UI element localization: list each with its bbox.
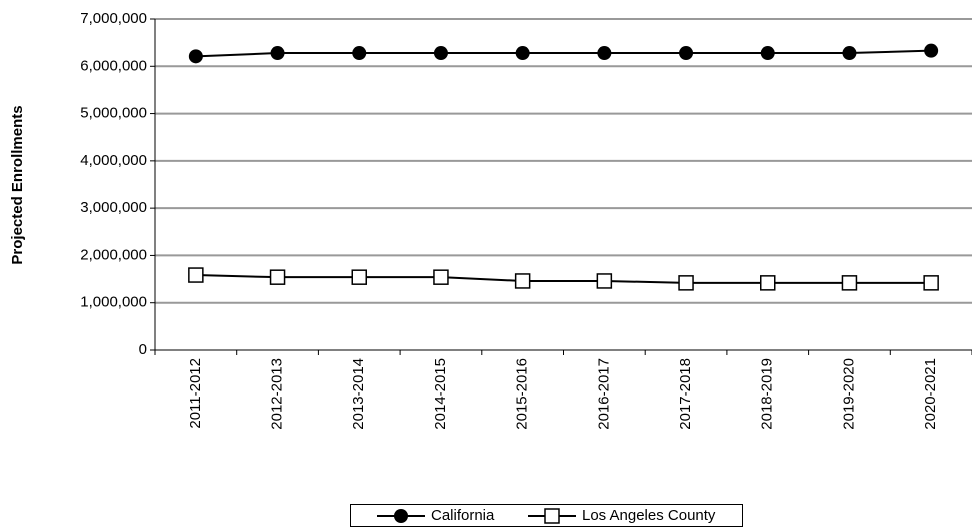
data-point [188,267,204,283]
x-tick-label: 2013-2014 [350,358,367,430]
x-tick-label: 2019-2020 [840,358,857,430]
y-tick-label: 1,000,000 [80,294,147,311]
data-point [596,273,613,289]
y-tick-label: 2,000,000 [80,246,147,263]
data-point [269,269,286,285]
legend-marker [544,508,560,524]
data-point [597,46,612,61]
y-tick-label: 4,000,000 [80,152,147,169]
data-point [842,46,857,61]
data-point [923,275,939,291]
legend-marker [394,509,408,523]
x-tick-label: 2011-2012 [187,358,204,429]
data-point [351,269,367,285]
x-tick-label: 2012-2013 [269,358,286,430]
y-tick-label: 6,000,000 [80,57,147,74]
legend-label: Los Angeles County [582,507,716,524]
y-tick-label: 0 [139,341,147,358]
data-point [270,46,285,61]
legend-label: California [431,507,495,524]
series-line [195,274,932,284]
x-tick-label: 2020-2021 [922,358,939,430]
x-tick-label: 2015-2016 [514,358,531,430]
data-point [515,46,530,61]
data-point [924,43,939,58]
x-tick-label: 2018-2019 [759,358,776,430]
x-tick-label: 2017-2018 [677,358,694,430]
x-tick-label: 2014-2015 [432,358,449,430]
data-point [514,273,531,289]
data-point [352,46,367,61]
data-point [841,275,858,291]
data-point [433,46,448,61]
y-tick-label: 7,000,000 [80,10,147,27]
series-line [195,49,932,58]
data-point [760,46,775,61]
data-point [433,269,449,285]
y-axis-label: Projected Enrollments [9,105,26,264]
y-tick-label: 3,000,000 [80,199,147,216]
data-point [678,275,694,291]
data-point [188,49,203,64]
data-point [760,275,776,291]
x-tick-label: 2016-2017 [595,358,612,430]
data-point [679,46,694,61]
y-tick-label: 5,000,000 [80,105,147,122]
